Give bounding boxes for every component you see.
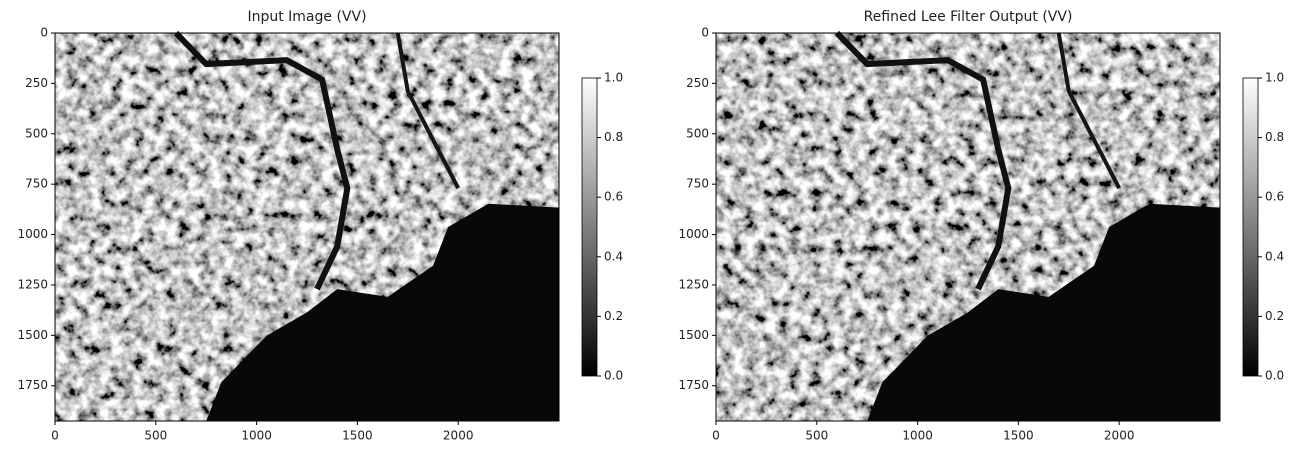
x-tick-label: 2000: [1104, 429, 1135, 443]
x-tick-label: 2000: [443, 429, 474, 443]
y-tick-label: 1750: [678, 378, 709, 392]
colorbar-tick-label: 0.0: [604, 369, 623, 383]
x-tick-label: 0: [51, 429, 59, 443]
y-tick-label: 0: [701, 26, 709, 40]
y-tick-label: 250: [686, 76, 709, 90]
y-tick-label: 1250: [678, 277, 709, 291]
x-tick-label: 500: [805, 429, 828, 443]
colorbar-tick-label: 0.0: [1265, 369, 1284, 383]
colorbar-tick-label: 0.2: [1265, 309, 1284, 323]
chart-title: Input Image (VV): [247, 9, 366, 25]
river: [395, 32, 460, 190]
y-tick-label: 750: [25, 177, 48, 191]
y-tick-label: 1750: [17, 378, 48, 392]
river: [1056, 32, 1121, 190]
axes-frame: [54, 32, 560, 422]
x-tick-label: 1500: [342, 429, 373, 443]
image: [716, 30, 1220, 421]
axes-frame: [715, 32, 1221, 422]
y-tick-label: 1000: [17, 227, 48, 241]
colorbar-tick-label: 0.6: [604, 190, 623, 204]
x-tick-label: 1000: [902, 429, 933, 443]
y-tick-label: 250: [25, 76, 48, 90]
x-tick-label: 1000: [241, 429, 272, 443]
x-tick-label: 0: [712, 429, 720, 443]
y-tick-label: 0: [40, 26, 48, 40]
y-tick-label: 1250: [17, 277, 48, 291]
y-tick-label: 1500: [17, 328, 48, 342]
colorbar-tick-label: 0.6: [1265, 190, 1284, 204]
y-tick-label: 500: [686, 126, 709, 140]
y-tick-label: 1000: [678, 227, 709, 241]
x-tick-label: 500: [144, 429, 167, 443]
colorbar-tick-label: 1.0: [1265, 71, 1284, 85]
river: [173, 30, 351, 291]
sea: [867, 203, 1220, 421]
colorbar-tick-label: 0.8: [1265, 130, 1284, 144]
image: [55, 30, 559, 421]
colorbar-tick-label: 0.4: [604, 249, 623, 263]
y-tick-label: 500: [25, 126, 48, 140]
y-tick-label: 750: [686, 177, 709, 191]
colorbar-tick-label: 0.4: [1265, 249, 1284, 263]
y-tick-label: 1500: [678, 328, 709, 342]
colorbar-tick-label: 1.0: [604, 71, 623, 85]
colorbar-tick-label: 0.8: [604, 130, 623, 144]
x-tick-label: 1500: [1003, 429, 1034, 443]
colorbar-tick-label: 0.2: [604, 309, 623, 323]
colorbar: [581, 77, 598, 377]
colorbar: [1242, 77, 1259, 377]
sea: [206, 203, 559, 421]
chart-title: Refined Lee Filter Output (VV): [864, 9, 1073, 25]
river: [834, 30, 1012, 291]
